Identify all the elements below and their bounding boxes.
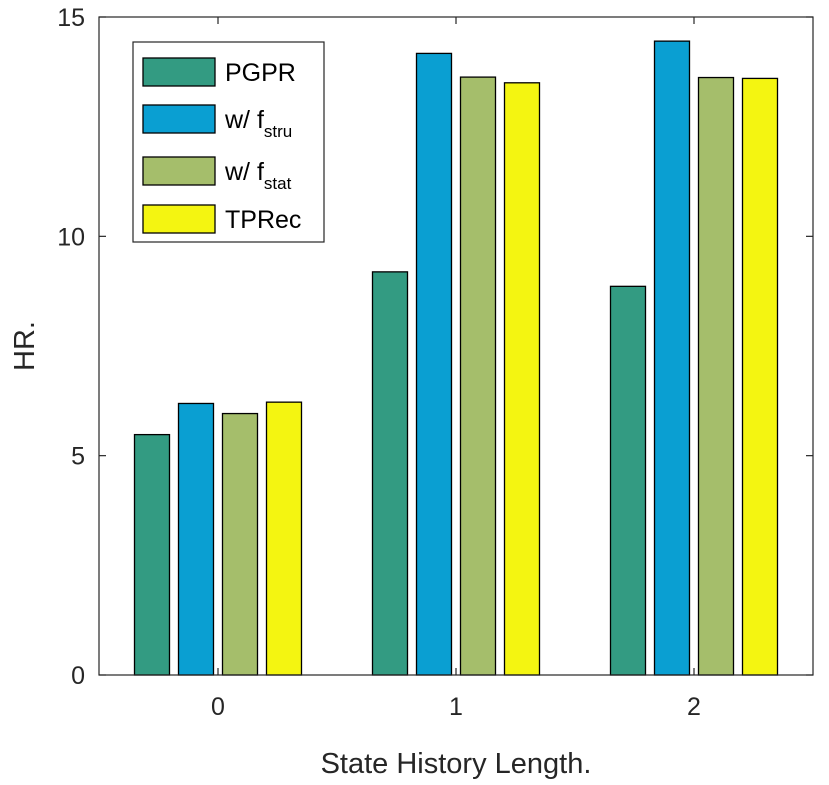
legend-swatch (142, 104, 216, 134)
bar-pgpr-cat-1 (371, 271, 409, 676)
y-tick-label: 15 (57, 4, 85, 32)
bar-tprec-cat-2 (741, 77, 779, 676)
x-tick-label: 2 (687, 693, 701, 721)
legend-label: TPRec (225, 206, 301, 234)
legend-swatch (142, 57, 216, 87)
bar-w-f-stru-cat-0 (177, 402, 215, 676)
y-axis-ticks: 0 5 10 15 (57, 4, 813, 690)
y-axis-label: HR. (9, 321, 41, 371)
y-tick-label: 5 (71, 443, 85, 471)
x-axis-label: State History Length. (321, 748, 592, 780)
bar-pgpr-cat-0 (133, 433, 171, 676)
bar-pgpr-cat-2 (609, 285, 647, 676)
bar-w-f-stru-cat-1 (415, 52, 453, 676)
legend: PGPR w/ fstru w/ fstat TPRec (132, 41, 325, 243)
legend-swatch (142, 204, 216, 234)
x-axis-ticks: 0 1 2 (211, 17, 701, 721)
x-tick-label: 1 (449, 693, 463, 721)
bar-tprec-cat-0 (265, 401, 303, 676)
bar-tprec-cat-1 (503, 82, 541, 676)
y-tick-label: 10 (57, 223, 85, 251)
bar-w-f-stat-cat-2 (697, 76, 735, 676)
bar-w-f-stru-cat-2 (653, 40, 691, 676)
legend-label: PGPR (225, 59, 296, 87)
bar-w-f-stat-cat-0 (221, 412, 259, 676)
legend-swatch (142, 156, 216, 186)
bar-w-f-stat-cat-1 (459, 76, 497, 676)
bars-group (133, 40, 779, 676)
x-tick-label: 0 (211, 693, 225, 721)
legend-label: w/ fstru (224, 106, 292, 141)
legend-label: w/ fstat (224, 158, 292, 193)
y-tick-label: 0 (71, 662, 85, 690)
